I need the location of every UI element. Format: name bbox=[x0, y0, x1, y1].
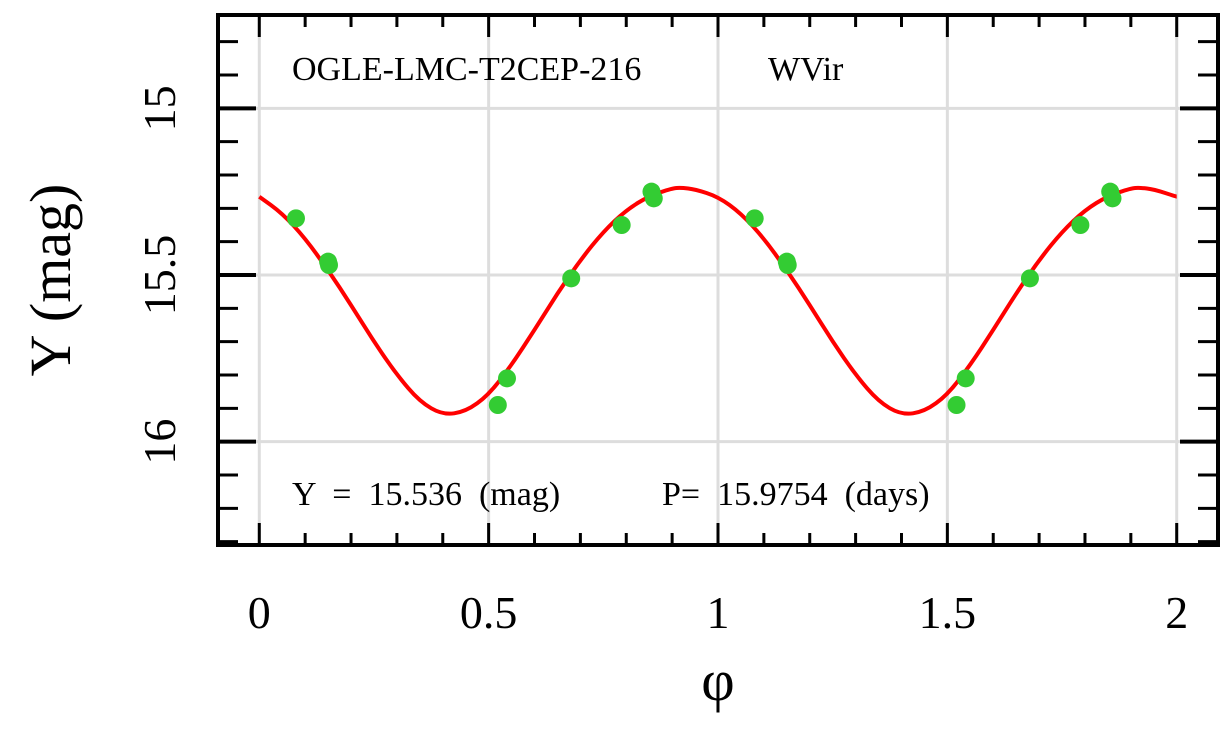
star-id-label: OGLE-LMC-T2CEP-216 bbox=[292, 51, 641, 88]
data-point bbox=[745, 209, 764, 228]
data-point bbox=[956, 369, 975, 388]
data-point bbox=[612, 216, 631, 234]
data-point bbox=[488, 396, 507, 414]
y-axis-title: Y (mag) bbox=[18, 184, 83, 377]
data-points-layer bbox=[286, 182, 1122, 414]
data-point bbox=[947, 396, 966, 414]
star-class-label: WVir bbox=[768, 51, 844, 88]
data-point bbox=[1071, 216, 1090, 234]
data-point bbox=[1103, 189, 1122, 208]
y-tick-label: 16 bbox=[134, 419, 185, 465]
x-tick-label: 0 bbox=[248, 587, 271, 638]
plot-frame bbox=[216, 13, 1220, 547]
x-axis-title: φ bbox=[701, 648, 734, 713]
axis-ticks bbox=[218, 15, 1218, 545]
y-tick-label: 15.5 bbox=[134, 235, 185, 316]
x-tick-label: 2 bbox=[1165, 587, 1188, 638]
data-point bbox=[286, 209, 305, 228]
data-point bbox=[1020, 269, 1039, 288]
x-tick-label: 1 bbox=[707, 587, 730, 638]
y-tick-label: 15 bbox=[134, 85, 185, 131]
data-point bbox=[562, 269, 581, 288]
data-point bbox=[497, 369, 516, 388]
period-label: P= 15.9754 (days) bbox=[662, 476, 930, 513]
data-point bbox=[320, 256, 339, 274]
x-tick-label: 0.5 bbox=[460, 587, 518, 638]
mean-magnitude-label: Y = 15.536 (mag) bbox=[292, 476, 560, 513]
x-tick-label: 1.5 bbox=[919, 587, 977, 638]
data-point bbox=[778, 256, 797, 274]
tick-labels: 0 0.5 1 1.5 2 15 15.5 16 bbox=[134, 85, 1188, 638]
grid bbox=[218, 15, 1218, 545]
data-point bbox=[644, 189, 663, 208]
fit-curve-layer bbox=[258, 185, 1178, 416]
fit-curve bbox=[258, 185, 1178, 416]
